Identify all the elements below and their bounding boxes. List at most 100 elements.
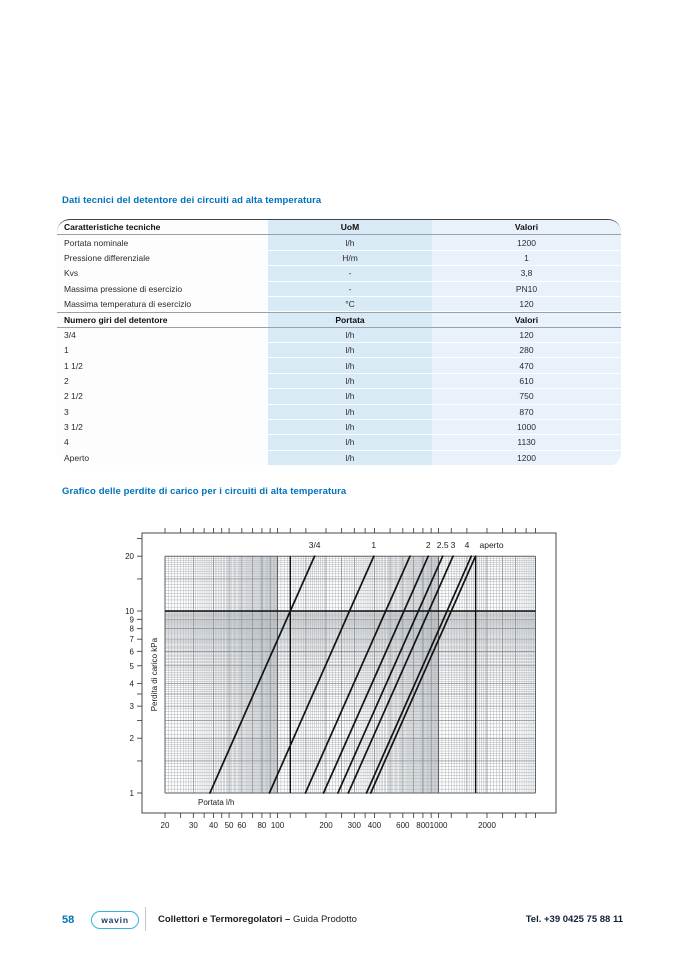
- x-tick-label: 800: [416, 821, 430, 830]
- table-cell: 1: [524, 252, 529, 263]
- table-cell: l/h: [345, 452, 355, 463]
- table-cell: 1000: [517, 422, 536, 433]
- curve-1-1-2: [304, 555, 411, 794]
- y-tick-label: 5: [130, 662, 135, 671]
- table-row: 3 l/h 870: [57, 405, 621, 420]
- table-cell: 470: [519, 360, 534, 371]
- table-cell: 2: [64, 375, 69, 386]
- table-valori-column-band: [432, 220, 621, 466]
- x-tick-label: 2000: [478, 821, 496, 830]
- table-cell: 3 1/2: [64, 422, 83, 433]
- table-cell: UoM: [340, 222, 360, 233]
- table-cell: 120: [519, 329, 534, 340]
- table-cell: Aperto: [64, 452, 90, 463]
- section-title-chart: Grafico delle perdite di carico per i ci…: [62, 486, 347, 497]
- table-cell: 750: [519, 391, 534, 402]
- table-cell: 1 1/2: [64, 360, 83, 371]
- table-row: 3/4 l/h 120: [57, 328, 621, 343]
- section-title-tech: Dati tecnici del detentore dei circuiti …: [62, 195, 322, 206]
- table-cell: l/h: [345, 406, 355, 417]
- footer-doc-title: Collettori e Termoregolatori – Guida Pro…: [158, 914, 357, 925]
- x-tick-label: 300: [348, 821, 362, 830]
- table-cell: Portata nominale: [64, 237, 129, 248]
- table-cell: l/h: [345, 375, 355, 386]
- x-axis-title: Portata l/h: [198, 798, 234, 807]
- table-cell: l/h: [345, 391, 355, 402]
- x-tick-label: 40: [209, 821, 218, 830]
- x-tick-label: 80: [257, 821, 266, 830]
- page-number: 58: [62, 914, 75, 926]
- table-cell: 1200: [517, 452, 536, 463]
- footer-doc-title-bold: Collettori e Termoregolatori –: [158, 914, 291, 925]
- table-row: 1 1/2 l/h 470: [57, 358, 621, 374]
- table-cell: 1: [64, 345, 69, 356]
- table-row: Aperto l/h 1200: [57, 451, 621, 466]
- x-tick-label: 20: [161, 821, 170, 830]
- y-tick-label: 7: [130, 635, 135, 644]
- x-tick-label: 400: [368, 821, 382, 830]
- table-row: 3 1/2 l/h 1000: [57, 420, 621, 436]
- table-cell: l/h: [345, 329, 355, 340]
- table-cell: 120: [519, 299, 534, 310]
- y-tick-label: 20: [125, 552, 134, 561]
- table-row: Pressione differenziale H/m 1: [57, 251, 621, 267]
- curve-label-3-4: 3/4: [309, 540, 321, 550]
- table-cell: 3/4: [64, 329, 76, 340]
- table-row: 2 1/2 l/h 750: [57, 389, 621, 405]
- loss-chart-svg: 20 30 40 50 60 80 100 200 300 400 600 800 1000 2000 1 2…: [125, 528, 557, 830]
- x-tick-label: 600: [396, 821, 410, 830]
- curve-label-3: 3: [451, 540, 456, 550]
- pressure-loss-chart: 20 30 40 50 60 80 100 200 300 400 600 800 1000 2000 1 2…: [0, 512, 678, 857]
- table-cell: Valori: [514, 222, 539, 233]
- y-tick-label: 6: [130, 647, 135, 656]
- table-cell: 870: [519, 406, 534, 417]
- table-cell: l/h: [345, 437, 355, 448]
- curve-2-1-2: [337, 555, 444, 794]
- table-uom-column-band: [268, 220, 432, 466]
- table-row: Portata nominale l/h 1200: [57, 235, 621, 251]
- table-cell: Massima temperatura di esercizio: [64, 299, 192, 310]
- table-cell: 1130: [517, 437, 536, 448]
- curve-label-aperto: aperto: [480, 540, 504, 550]
- x-tick-label: 1000: [430, 821, 448, 830]
- curve-label-2: 2: [426, 540, 431, 550]
- table-cell: Numero giri del detentore: [64, 314, 168, 325]
- table-row: Massima temperatura di esercizio °C 120: [57, 297, 621, 313]
- y-tick-label: 9: [130, 615, 135, 624]
- table-cell: Massima pressione di esercizio: [64, 283, 183, 294]
- table-row: 1 l/h 280: [57, 343, 621, 359]
- table-cell: l/h: [345, 422, 355, 433]
- table-cell: 3,8: [520, 268, 533, 279]
- x-tick-label: 200: [319, 821, 333, 830]
- table-cell: 280: [519, 345, 534, 356]
- table-cell: Kvs: [64, 268, 79, 279]
- curve-4: [365, 555, 473, 794]
- table-row: 2 l/h 610: [57, 374, 621, 390]
- table-cell: 610: [519, 375, 534, 386]
- curve-label-2-1-2: 2.5: [437, 540, 449, 550]
- footer-doc-title-regular: Guida Prodotto: [292, 914, 357, 925]
- curve-label-1: 1: [371, 540, 376, 550]
- table-rows: Caratteristiche tecniche UoM Valori Portata…: [57, 220, 621, 466]
- x-tick-label: 100: [271, 821, 285, 830]
- table-cell: 1200: [517, 237, 536, 248]
- curve-3-4: [209, 555, 316, 794]
- x-tick-label: 30: [189, 821, 198, 830]
- y-axis-title: Perdita di carico kPa: [150, 637, 159, 711]
- page-footer: 58 wavin Collettori e Termoregolatori – …: [0, 906, 678, 934]
- table-cell: l/h: [345, 237, 355, 248]
- x-tick-label: 60: [237, 821, 246, 830]
- table-cell: Pressione differenziale: [64, 252, 150, 263]
- footer-divider: [145, 907, 146, 931]
- table-row: 4 l/h 1130: [57, 435, 621, 451]
- x-tick-label: 50: [225, 821, 234, 830]
- table-cell: Valori: [514, 314, 539, 325]
- curve-1: [268, 555, 375, 794]
- curve-label-4: 4: [465, 540, 470, 550]
- curve-2: [322, 555, 430, 794]
- footer-phone: Tel. +39 0425 75 88 11: [525, 914, 623, 925]
- y-tick-label: 3: [130, 702, 135, 711]
- table-cell: PN10: [515, 283, 538, 294]
- table-row: Kvs - 3,8: [57, 266, 621, 282]
- table-cell: l/h: [345, 345, 355, 356]
